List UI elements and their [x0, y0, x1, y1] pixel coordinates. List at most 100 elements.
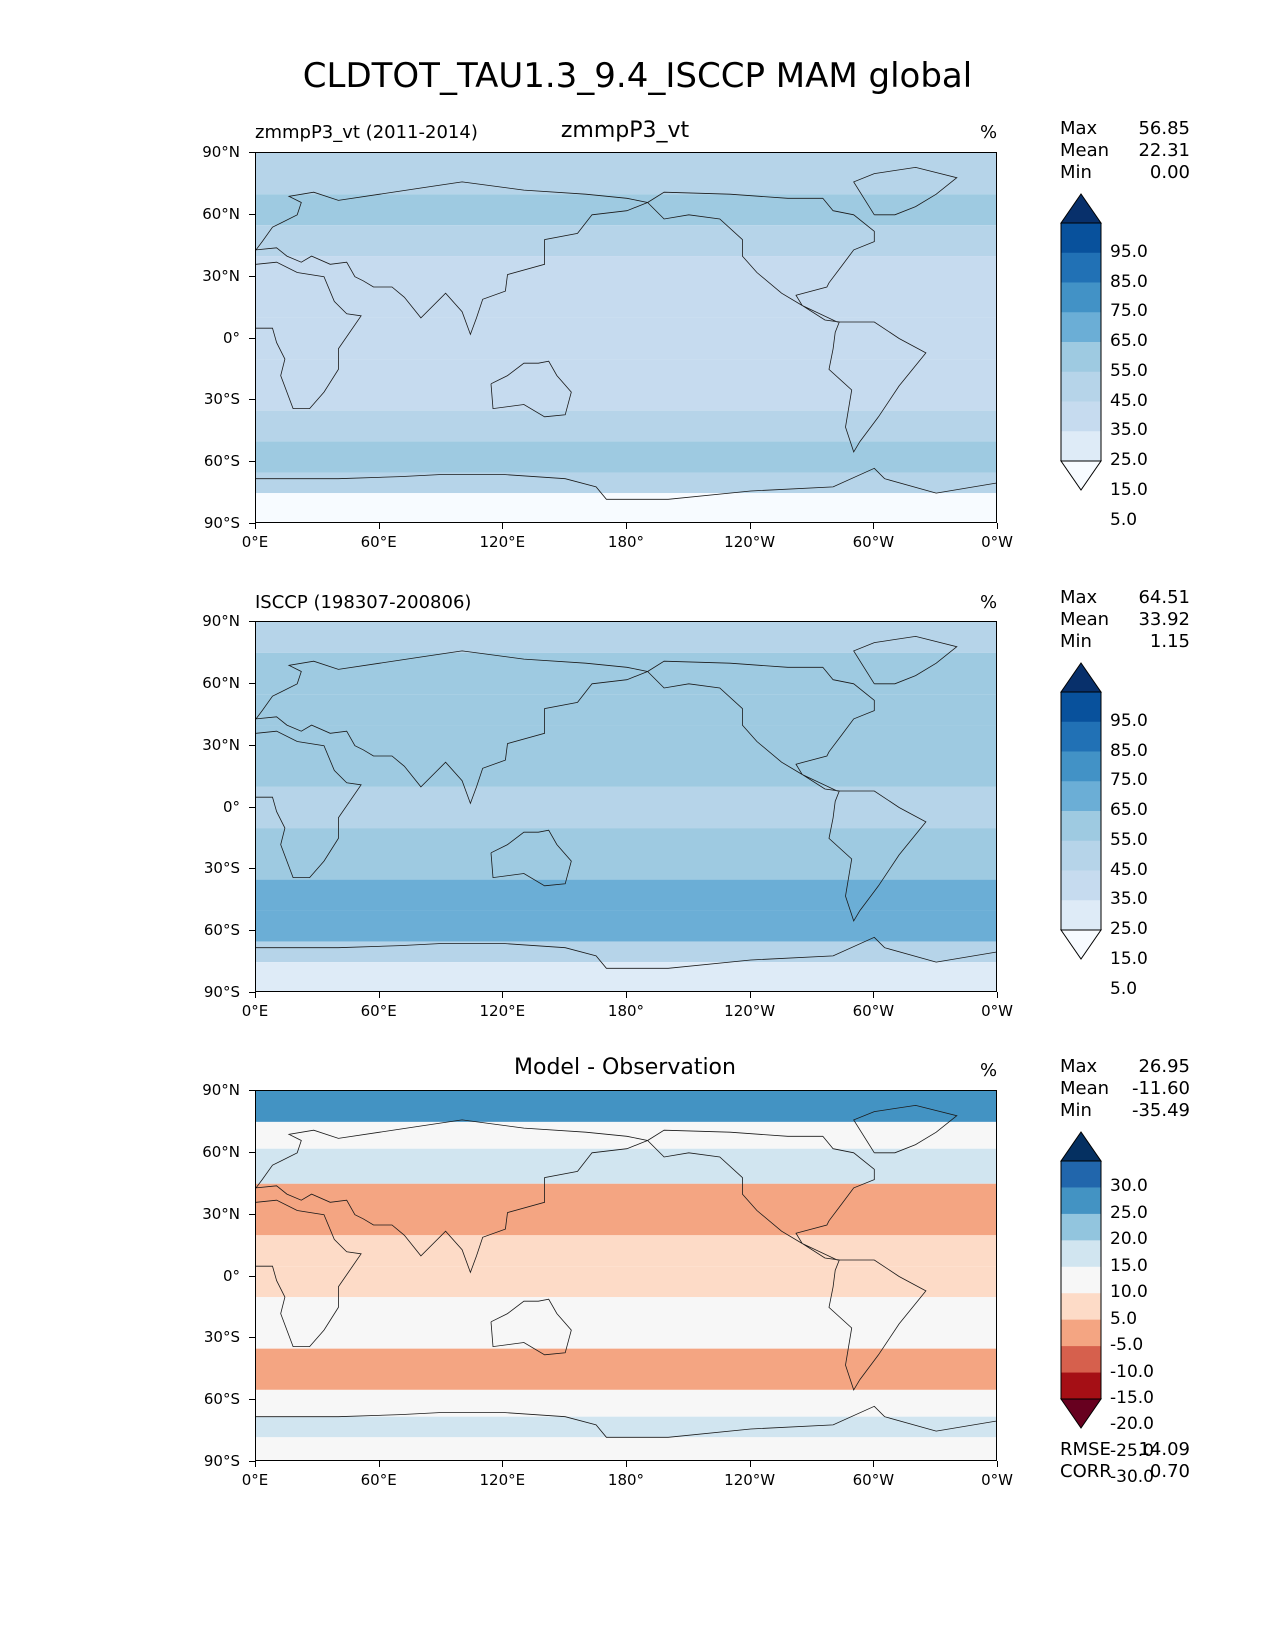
coastline	[256, 1405, 996, 1438]
colorbar-tick-label: 20.0	[1110, 1229, 1148, 1250]
colorbar-tick-label: -5.0	[1110, 1335, 1144, 1356]
stat-label: Min	[1060, 1100, 1092, 1121]
y-tick-label: 30°S	[203, 859, 240, 878]
coastline	[256, 936, 996, 969]
colorbar-tick-label: -25.0	[1110, 1440, 1154, 1461]
x-tick-mark	[749, 523, 751, 529]
stat-value: 0.00	[1149, 162, 1190, 183]
colorbar-swatch	[1061, 312, 1101, 343]
colorbar-swatch	[1061, 1161, 1101, 1188]
y-tick-label: 0°	[222, 797, 240, 816]
coastline	[256, 181, 649, 336]
x-tick-mark	[502, 523, 504, 529]
x-tick-mark	[378, 1461, 380, 1467]
coastline	[256, 1119, 649, 1274]
zonal-band	[256, 652, 996, 695]
colorbar-extend-min	[1060, 929, 1102, 960]
colorbar-tick-label: 65.0	[1110, 331, 1148, 351]
zonal-band	[256, 1266, 996, 1298]
colorbar-tick-label: 45.0	[1110, 859, 1148, 880]
colorbar-tick-label: 10.0	[1110, 1282, 1148, 1303]
coastline	[256, 467, 996, 500]
colorbar-extend-min	[1060, 1398, 1102, 1429]
y-tick-mark	[249, 1090, 255, 1091]
stat-value: 14.09	[1138, 1439, 1190, 1460]
unit-label: %	[980, 122, 998, 143]
zonal-band	[256, 1235, 996, 1267]
zonal-band	[256, 441, 996, 473]
coastline	[256, 261, 362, 410]
stat-value: -35.49	[1131, 1100, 1190, 1121]
y-tick-label: 60°N	[202, 204, 240, 223]
x-tick-label: 180°	[607, 1002, 645, 1020]
colorbar	[1060, 193, 1102, 491]
colorbar-swatch	[1061, 840, 1101, 871]
colorbar-swatch	[1061, 1319, 1101, 1347]
colorbar-tick-label: 55.0	[1110, 360, 1148, 381]
colorbar-swatch	[1061, 781, 1101, 812]
zonal-band	[256, 1389, 996, 1417]
y-tick-label: 30°S	[203, 1328, 240, 1347]
stat-value: 26.95	[1138, 1056, 1190, 1077]
zonal-band	[256, 1148, 996, 1184]
y-tick-label: 60°S	[203, 921, 240, 940]
x-tick-label: 120°E	[479, 1002, 526, 1020]
colorbar-tick-label: 85.0	[1110, 740, 1148, 761]
zonal-band	[256, 472, 996, 494]
colorbar-tick-label: -30.0	[1110, 1467, 1154, 1488]
coastline	[256, 730, 362, 879]
colorbar-tick-label: 85.0	[1110, 271, 1148, 292]
zonal-band	[256, 828, 996, 880]
map-plot	[255, 621, 997, 992]
x-tick-mark	[502, 1461, 504, 1467]
colorbar-swatch	[1061, 1266, 1101, 1294]
x-tick-mark	[997, 1461, 998, 1467]
y-tick-mark	[249, 461, 255, 463]
stats-block: Max 26.95 Mean -11.60 Min -35.49	[1060, 1056, 1190, 1122]
x-tick-mark	[255, 523, 256, 529]
coastline	[853, 166, 958, 216]
zonal-band	[256, 622, 996, 653]
y-tick-mark	[249, 1213, 255, 1215]
colorbar-tick-label: 95.0	[1110, 710, 1148, 731]
x-tick-mark	[873, 523, 875, 529]
colorbar-extend-min	[1060, 460, 1102, 491]
y-tick-label: 60°S	[203, 452, 240, 471]
stats-block: Max 64.51 Mean 33.92 Min 1.15	[1060, 587, 1190, 653]
colorbar-swatch	[1061, 342, 1101, 373]
figure-title: CLDTOT_TAU1.3_9.4_ISCCP MAM global	[302, 56, 973, 96]
stat-value: 64.51	[1138, 587, 1190, 608]
y-tick-label: 90°S	[203, 514, 240, 532]
colorbar-tick-label: -10.0	[1110, 1361, 1154, 1382]
colorbar-swatch	[1061, 900, 1101, 931]
colorbar-tick-label: 95.0	[1110, 241, 1148, 262]
stat-label: Mean	[1060, 1078, 1110, 1099]
y-tick-mark	[249, 275, 255, 277]
stat-value: -11.60	[1131, 1078, 1190, 1099]
x-tick-label: 120°W	[724, 1002, 776, 1020]
y-tick-label: 30°S	[203, 390, 240, 409]
colorbar-tick-label: 5.0	[1110, 509, 1138, 530]
x-tick-label: 0°E	[241, 533, 269, 551]
x-tick-mark	[749, 1461, 751, 1467]
x-tick-label: 60°W	[852, 533, 895, 551]
colorbar-swatch	[1061, 692, 1101, 723]
stat-label: Max	[1060, 1056, 1098, 1077]
stat-value: 33.92	[1138, 609, 1190, 630]
zonal-band	[256, 194, 996, 226]
x-tick-mark	[626, 1461, 627, 1467]
x-tick-label: 120°W	[724, 533, 776, 551]
x-tick-mark	[626, 523, 627, 529]
y-tick-label: 90°S	[203, 1452, 240, 1470]
stat-label: RMSE	[1060, 1439, 1111, 1460]
colorbar-swatch	[1061, 721, 1101, 752]
stat-label: Mean	[1060, 140, 1110, 161]
zonal-band	[256, 410, 996, 442]
colorbar-swatch	[1061, 1187, 1101, 1215]
y-tick-mark	[249, 1275, 255, 1277]
panel-left-title: ISCCP (198307-200806)	[255, 592, 472, 613]
zonal-band	[256, 941, 996, 963]
x-tick-mark	[378, 523, 380, 529]
zonal-band	[256, 1297, 996, 1349]
x-tick-label: 180°	[607, 533, 645, 551]
